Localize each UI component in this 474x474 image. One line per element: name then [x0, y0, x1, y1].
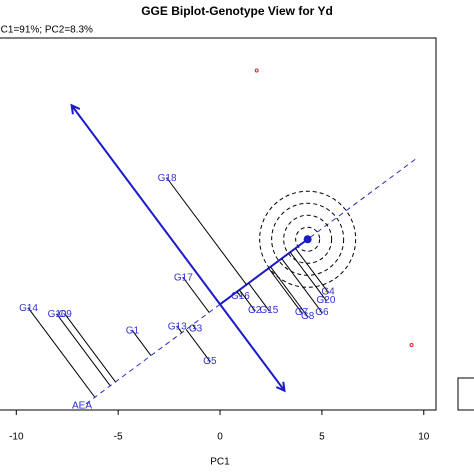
projection-line — [289, 251, 327, 301]
genotype-label: G9 — [59, 309, 73, 320]
projection-line — [294, 248, 329, 293]
genotype-label: G16 — [231, 291, 250, 302]
projection-line — [185, 329, 211, 362]
projection-line — [238, 289, 256, 311]
genotype-point — [166, 177, 169, 180]
x-axis-label: PC1 — [210, 457, 230, 468]
genotype-point — [267, 309, 270, 312]
projection-line — [166, 177, 247, 285]
plot-frame — [0, 37, 437, 411]
legend-box — [457, 377, 474, 411]
genotype-label: G4 — [321, 287, 335, 298]
genotype-label: G18 — [158, 173, 177, 184]
projection-line — [182, 277, 210, 313]
projection-line — [56, 314, 111, 387]
x-tick-label: 0 — [217, 432, 223, 443]
genotype-label: G14 — [19, 303, 38, 314]
projection-line — [281, 258, 323, 313]
projection-line — [64, 314, 116, 383]
genotype-label: G5 — [203, 356, 217, 367]
genotype-point — [64, 313, 67, 316]
chart-subtitle: PC1=91%; PC2=8.3% — [0, 25, 93, 36]
genotype-label: G1 — [126, 325, 140, 336]
x-tick-label: -10 — [9, 432, 24, 443]
arrow-head — [275, 381, 286, 393]
genotype-label: G10 — [48, 309, 67, 320]
ring — [295, 226, 321, 252]
genotype-label: G8 — [301, 311, 315, 322]
environment-point — [303, 235, 312, 244]
genotype-point — [320, 311, 323, 314]
genotype-point — [176, 325, 179, 328]
aea-axis — [85, 158, 417, 405]
chart-title: GGE Biplot-Genotype View for Yd — [141, 4, 333, 18]
projection-line — [132, 330, 152, 356]
x-tick-label: 10 — [418, 432, 430, 443]
projection-line — [176, 326, 183, 334]
genotype-label: G7 — [295, 307, 309, 318]
genotype-label: G2 — [248, 305, 262, 316]
genotype-point — [56, 313, 59, 316]
genotype-point — [239, 295, 242, 298]
genotype-point — [324, 299, 327, 302]
genotype-label: G15 — [259, 305, 278, 316]
projection-line — [270, 266, 309, 317]
ring — [259, 190, 357, 288]
ring — [283, 214, 333, 264]
projection-line — [268, 267, 302, 313]
genotype-point — [131, 329, 134, 332]
aea-ordinate — [70, 104, 286, 392]
red-point — [409, 342, 414, 347]
projection-line — [28, 308, 96, 398]
projection-line — [248, 282, 270, 311]
genotype-point — [327, 291, 330, 294]
x-tick-label: -5 — [114, 432, 123, 443]
genotype-point — [208, 360, 211, 363]
environment-vector — [219, 238, 309, 306]
genotype-label: G17 — [174, 273, 193, 284]
genotype-point — [194, 327, 197, 330]
genotype-point — [182, 276, 185, 279]
genotype-label: G13 — [168, 321, 187, 332]
genotype-point — [300, 311, 303, 314]
aea-label: AEA — [72, 400, 92, 411]
genotype-point — [306, 315, 309, 318]
genotype-label: G20 — [317, 295, 336, 306]
genotype-label: G3 — [189, 323, 203, 334]
arrow-head — [70, 103, 81, 115]
red-point — [254, 68, 259, 73]
genotype-label: G6 — [315, 307, 329, 318]
genotype-point — [27, 307, 30, 310]
x-tick-label: 5 — [319, 432, 325, 443]
genotype-point — [253, 309, 256, 312]
